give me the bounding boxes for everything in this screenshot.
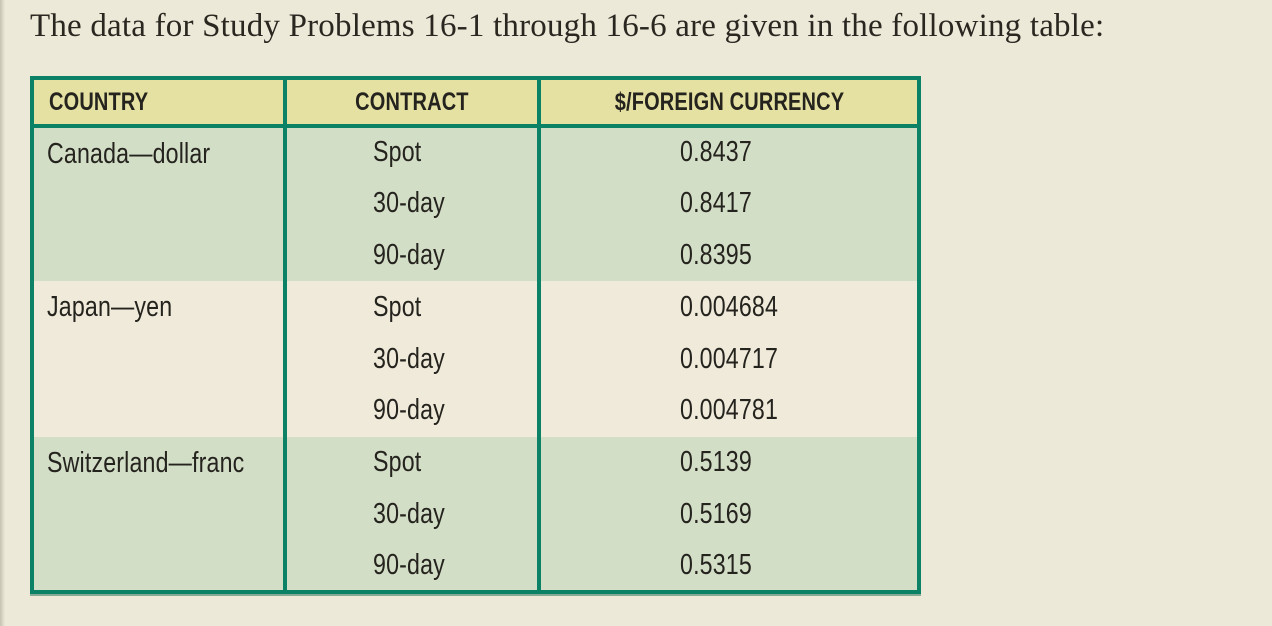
country-cell-switzerland: Switzerland—franc [30, 436, 287, 593]
column-header-contract: CONTRACT [283, 78, 541, 128]
country-cell-canada: Canada—dollar [30, 126, 287, 282]
header-row: COUNTRY CONTRACT $/FOREIGN CURRENCY [30, 78, 921, 128]
exchange-rate-table: COUNTRY CONTRACT $/FOREIGN CURRENCY Cana… [30, 76, 921, 595]
column-header-rate-label: $/FOREIGN CURRENCY [614, 87, 844, 116]
rate-cell: 0.8417 [537, 177, 921, 230]
contract-cell: 90-day [283, 384, 541, 437]
table-row: 30-day 0.004717 [32, 333, 921, 385]
rate-value: 0.004684 [680, 290, 779, 323]
contract-cell: 90-day [283, 540, 541, 593]
country-group-canada: Canada—dollar Spot 0.8437 30-day 0.8417 … [30, 126, 921, 282]
contract-label: Spot [373, 290, 422, 323]
contract-label: 30-day [373, 497, 445, 530]
contract-cell: 30-day [283, 488, 541, 541]
table-header: COUNTRY CONTRACT $/FOREIGN CURRENCY [30, 78, 921, 128]
contract-label: 90-day [373, 394, 445, 427]
column-header-country-label: COUNTRY [49, 87, 149, 116]
rate-cell: 0.8437 [537, 126, 921, 178]
rate-cell: 0.004684 [537, 281, 921, 334]
rate-cell: 0.8395 [537, 229, 921, 282]
contract-cell: 30-day [283, 177, 541, 230]
contract-cell: Spot [283, 436, 541, 489]
column-header-rate: $/FOREIGN CURRENCY [537, 78, 921, 128]
country-label: Switzerland—franc [47, 446, 245, 479]
contract-cell: Spot [283, 281, 541, 334]
contract-label: 90-day [373, 238, 445, 271]
rate-value: 0.004781 [680, 394, 779, 427]
country-group-japan: Japan—yen Spot 0.004684 30-day 0.004717 … [30, 281, 921, 437]
rate-value: 0.5169 [680, 497, 752, 530]
rate-cell: 0.5169 [537, 488, 921, 541]
contract-cell: 90-day [283, 229, 541, 282]
rate-cell: 0.5139 [537, 436, 921, 489]
rate-value: 0.004717 [680, 342, 779, 375]
contract-label: 90-day [373, 548, 445, 581]
rate-value: 0.5315 [680, 548, 752, 581]
column-header-contract-label: CONTRACT [355, 87, 469, 116]
rate-cell: 0.004781 [537, 384, 921, 437]
rate-value: 0.5139 [680, 446, 752, 479]
table-row: 90-day 0.004781 [32, 384, 921, 437]
table-row: Switzerland—franc Spot 0.5139 [30, 436, 921, 593]
table-row: Canada—dollar Spot 0.8437 [30, 126, 921, 282]
table-row: 30-day 0.5169 [32, 488, 921, 541]
intro-text: The data for Study Problems 16-1 through… [30, 8, 1105, 44]
scan-edge-shadow [0, 0, 5, 626]
contract-cell: Spot [283, 126, 541, 178]
rate-value: 0.8395 [680, 238, 752, 271]
contract-label: 30-day [373, 342, 445, 375]
contract-label: Spot [373, 136, 422, 169]
contract-label: Spot [373, 446, 422, 479]
country-label: Japan—yen [47, 291, 173, 324]
table-row: Japan—yen Spot 0.004684 [30, 281, 921, 437]
rate-value: 0.8437 [680, 136, 752, 169]
table-row: 30-day 0.8417 [32, 177, 921, 230]
table-row: 90-day 0.5315 [32, 540, 921, 593]
contract-label: 30-day [373, 187, 445, 220]
country-cell-japan: Japan—yen [30, 281, 287, 437]
country-group-switzerland: Switzerland—franc Spot 0.5139 30-day 0.5… [30, 436, 921, 593]
rate-cell: 0.5315 [537, 540, 921, 593]
rate-cell: 0.004717 [537, 333, 921, 385]
country-label: Canada—dollar [47, 138, 211, 170]
contract-cell: 30-day [283, 333, 541, 385]
rate-value: 0.8417 [680, 187, 752, 220]
column-header-country: COUNTRY [30, 78, 287, 128]
table-row: 90-day 0.8395 [32, 229, 921, 282]
